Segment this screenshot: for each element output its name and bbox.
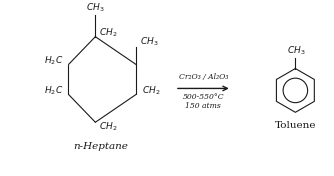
Text: 500-550°C: 500-550°C	[182, 93, 224, 101]
Text: $CH_3$: $CH_3$	[140, 35, 158, 48]
Text: $CH_2$: $CH_2$	[99, 26, 118, 39]
Text: 150 atms: 150 atms	[185, 102, 221, 110]
Text: $H_2C$: $H_2C$	[44, 84, 63, 97]
Text: $CH_3$: $CH_3$	[86, 2, 105, 14]
Text: $CH_3$: $CH_3$	[287, 44, 306, 57]
Text: Toluene: Toluene	[275, 121, 316, 130]
Text: $CH_2$: $CH_2$	[142, 84, 160, 97]
Text: $CH_2$: $CH_2$	[99, 121, 118, 133]
Text: $H_2C$: $H_2C$	[44, 54, 63, 67]
Text: Cr₂O₃ / Al₂O₃: Cr₂O₃ / Al₂O₃	[179, 74, 228, 81]
Text: n-Heptane: n-Heptane	[73, 142, 128, 151]
